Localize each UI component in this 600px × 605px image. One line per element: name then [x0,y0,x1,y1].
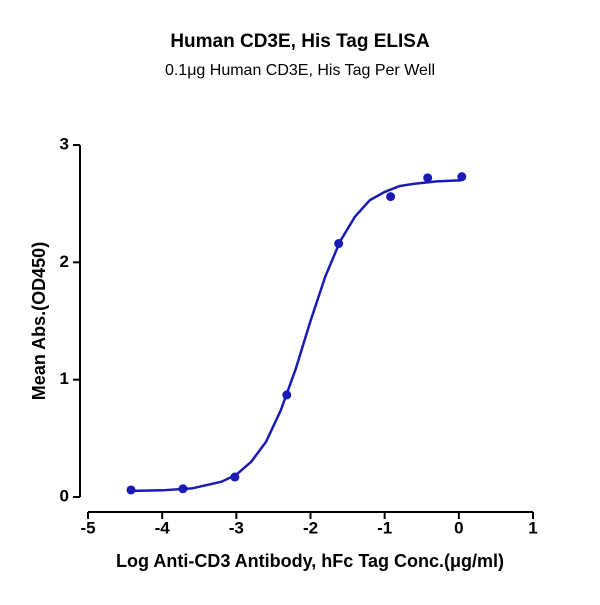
chart-title: Human CD3E, His Tag ELISA [170,31,430,52]
fit-curve [132,178,462,493]
x-tick-label: 0 [454,518,463,537]
data-point [126,485,136,495]
y-tick-label: 3 [60,134,69,153]
x-tick-label: -2 [303,518,318,537]
y-tick-label: 1 [60,369,69,388]
x-tick-label: -4 [155,518,171,537]
y-axis-label: Mean Abs.(OD450) [29,242,49,400]
y-tick-label: 0 [60,486,69,505]
chart-subtitle: 0.1μg Human CD3E, His Tag Per Well [165,62,435,79]
data-point [386,192,396,202]
x-tick-label: -1 [377,518,392,537]
x-axis-label: Log Anti-CD3 Antibody, hFc Tag Conc.(μg/… [116,551,504,571]
data-point [423,173,433,183]
data-point [457,172,467,182]
y-tick-label: 2 [60,252,69,271]
x-tick-label: -3 [229,518,244,537]
x-tick-label: 1 [528,518,537,537]
x-tick-label: -5 [80,518,95,537]
